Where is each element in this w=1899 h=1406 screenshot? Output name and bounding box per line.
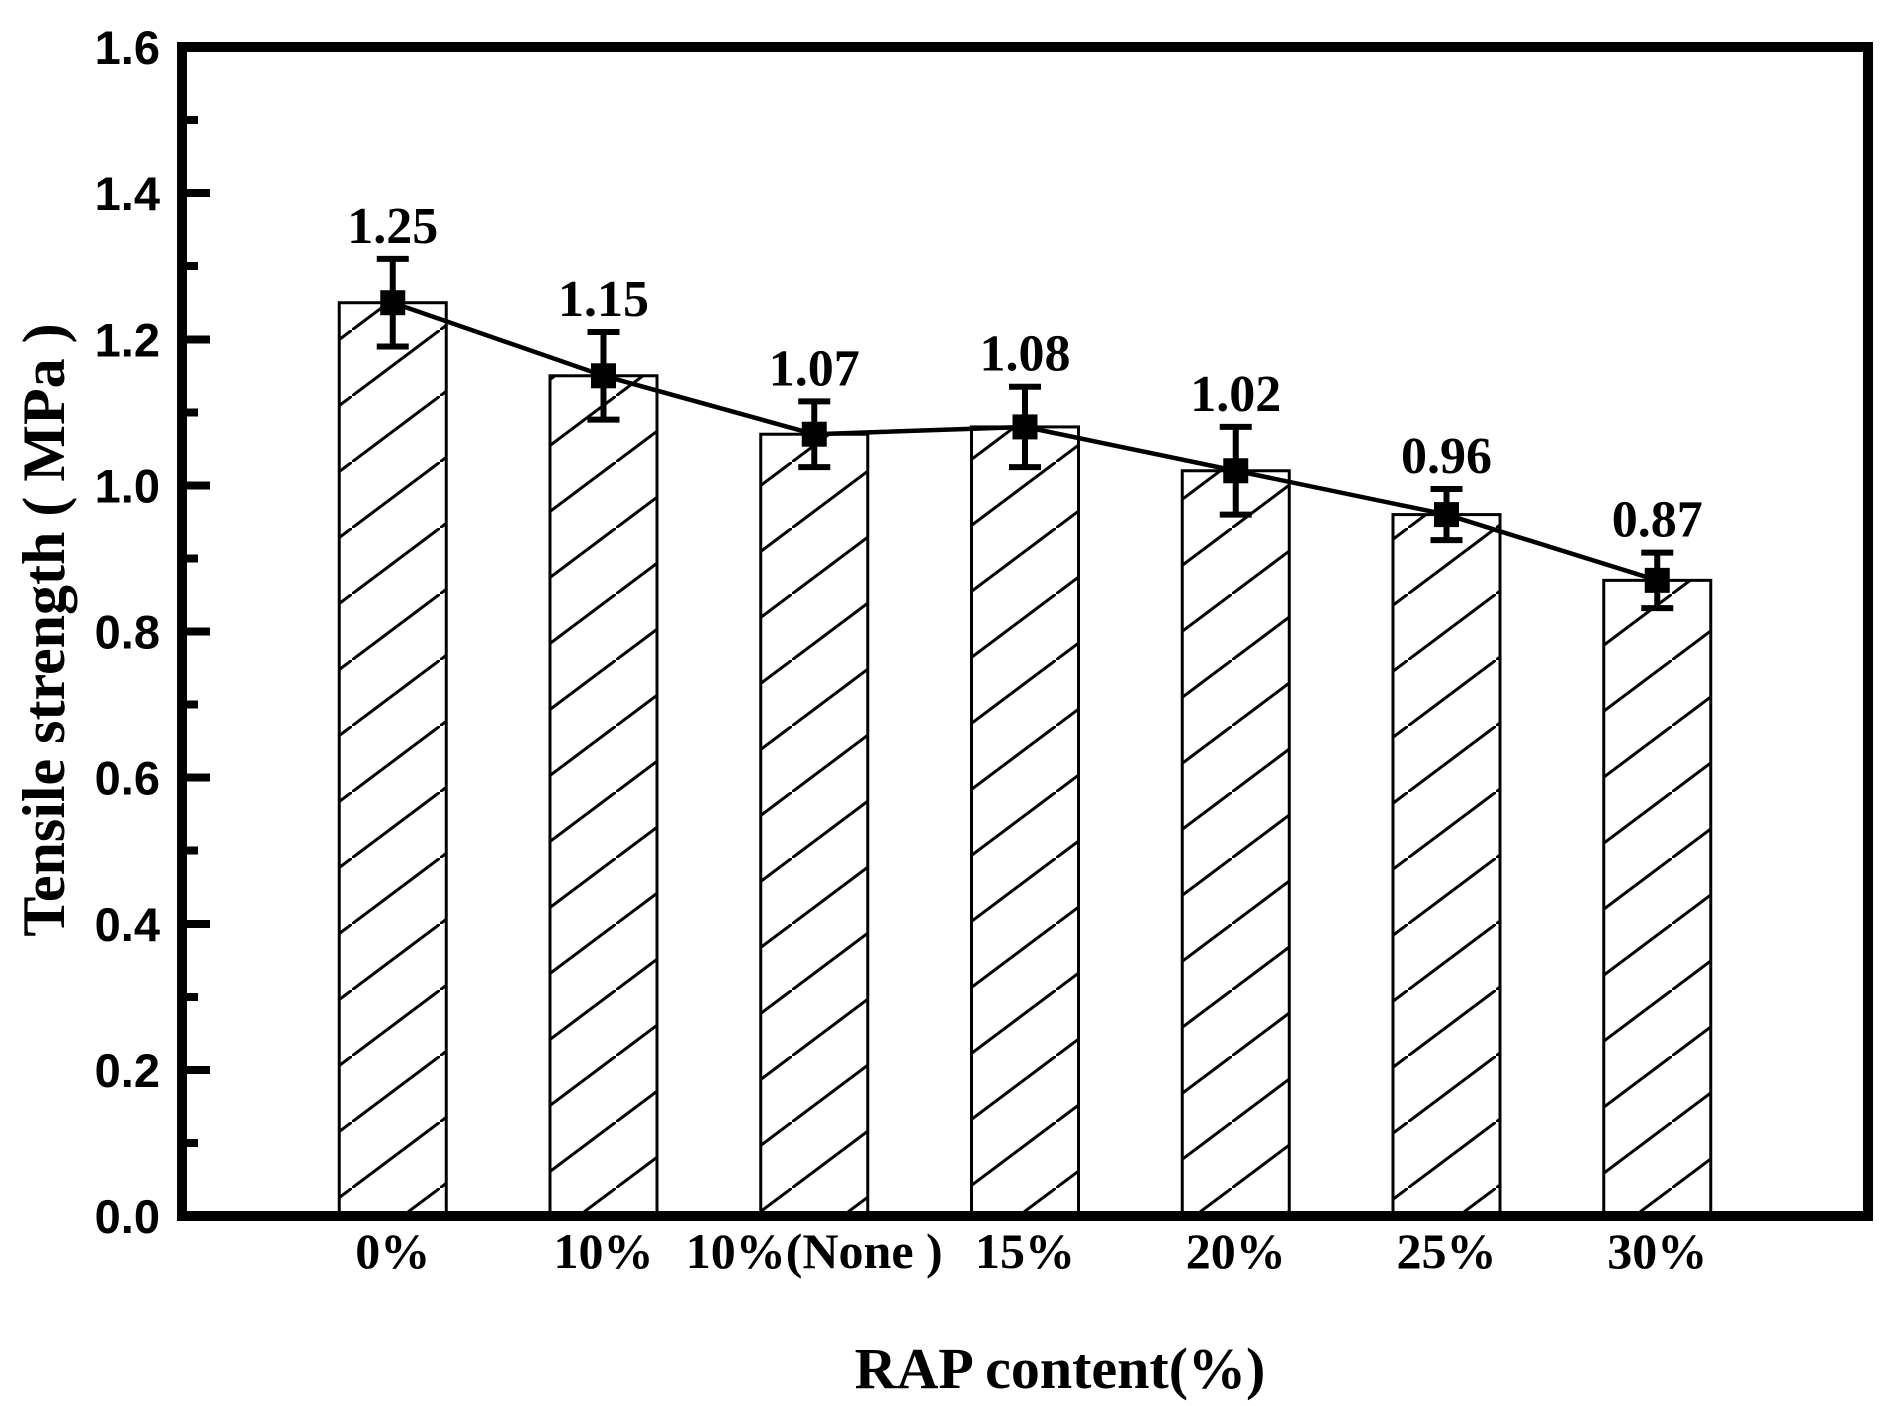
bar xyxy=(337,301,448,1218)
data-point-marker xyxy=(1223,458,1249,484)
data-point-marker xyxy=(1434,502,1459,528)
bar xyxy=(1602,578,1713,1218)
y-tick-label: 0.8 xyxy=(95,606,160,659)
y-tick-label: 1.0 xyxy=(95,459,160,512)
bar xyxy=(759,432,870,1218)
x-axis-title: RAP content(%) xyxy=(855,1336,1266,1401)
data-point-marker xyxy=(801,421,827,447)
value-label: 1.02 xyxy=(1190,366,1281,423)
y-tick-label: 1.6 xyxy=(95,21,160,74)
y-tick-label: 0.0 xyxy=(95,1190,160,1243)
y-tick-label: 0.2 xyxy=(95,1044,160,1097)
plot-frame xyxy=(177,42,1873,1221)
x-tick-label: 15% xyxy=(975,1223,1075,1279)
bar xyxy=(548,374,659,1218)
x-tick-label: 25% xyxy=(1397,1223,1497,1279)
y-axis-title: Tensile strength ( MPa ) xyxy=(11,323,77,936)
data-point-marker xyxy=(1644,567,1670,593)
y-tick-label: 1.4 xyxy=(95,167,160,220)
x-tick-label: 0% xyxy=(355,1223,430,1279)
value-label: 1.25 xyxy=(347,198,438,255)
y-tick-label: 0.4 xyxy=(95,898,160,951)
x-tick-label: 30% xyxy=(1607,1223,1707,1279)
value-label: 0.96 xyxy=(1401,428,1492,485)
value-label: 0.87 xyxy=(1612,492,1703,549)
value-label: 1.07 xyxy=(769,340,860,397)
data-point-marker xyxy=(1012,414,1038,440)
y-tick-label: 1.2 xyxy=(95,313,160,366)
x-tick-label: 20% xyxy=(1186,1223,1286,1279)
value-label: 1.15 xyxy=(558,271,649,328)
y-tick-label: 0.6 xyxy=(95,752,160,805)
bar xyxy=(1391,513,1502,1218)
x-tick-label: 10%(None ) xyxy=(686,1223,943,1279)
value-label: 1.08 xyxy=(980,326,1071,383)
bar xyxy=(1180,469,1291,1218)
plot-area: 0.0 0.2 0.4 0.6 0.8 1.0 1.2 1.4 1.6 0% 10% 10%(None… xyxy=(95,21,1713,1279)
bar xyxy=(970,425,1080,1218)
data-point-marker xyxy=(591,363,616,389)
data-point-marker xyxy=(380,290,406,316)
x-tick-label: 10% xyxy=(554,1223,654,1279)
